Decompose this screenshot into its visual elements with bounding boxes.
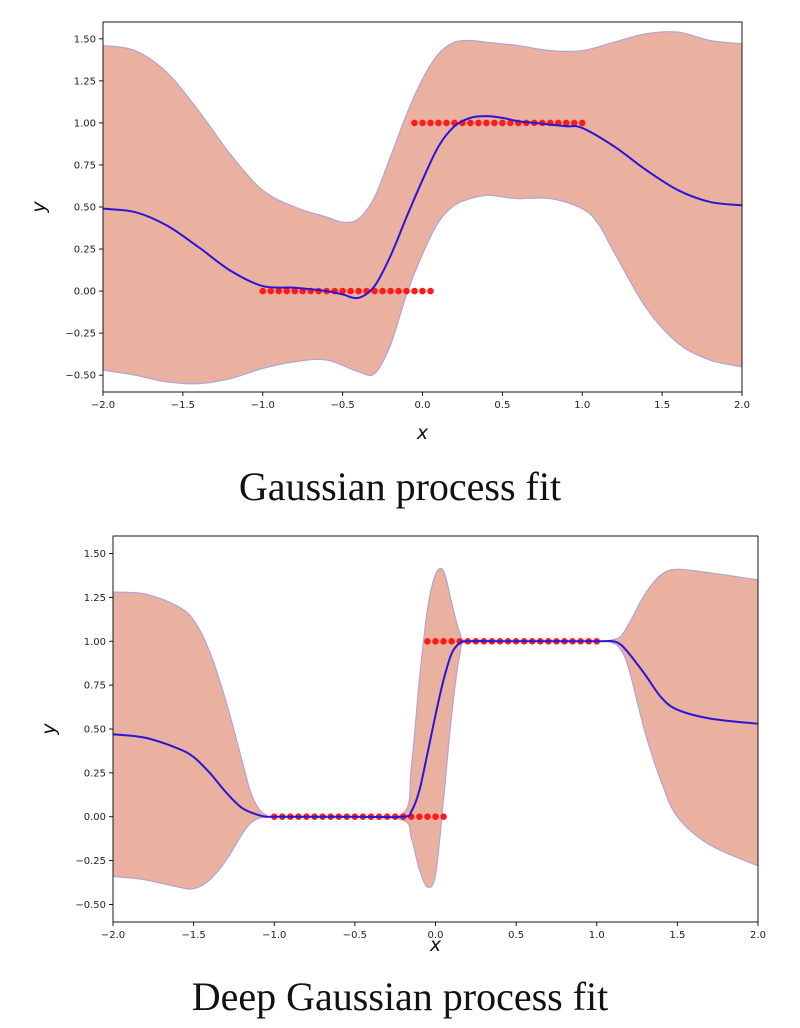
gp-data-point	[427, 119, 434, 127]
dgp-x-tick-label: −1.0	[262, 930, 286, 941]
gp-data-point	[267, 287, 275, 295]
gp-y-axis-label: y	[28, 201, 50, 214]
dgp-x-tick-label: 0.5	[508, 930, 524, 941]
dgp-y-tick-label: 0.50	[84, 725, 106, 736]
gp-data-point	[403, 287, 410, 295]
dgp-data-point	[424, 637, 431, 645]
gp-y-tick-label: 1.00	[74, 118, 96, 129]
dgp-x-tick-label: −2.0	[101, 930, 125, 941]
dgp-band-upper-edge	[113, 567, 758, 819]
gp-x-tick-label: 1.5	[654, 400, 670, 411]
dgp-y-tick-label: 0.00	[84, 812, 106, 823]
gp-data-point	[475, 119, 482, 127]
gp-x-tick-label: −2.0	[91, 400, 115, 411]
gp-band-upper-edge	[103, 31, 742, 223]
gp-data-point	[347, 287, 354, 295]
gp-y-tick-label: 1.50	[74, 34, 96, 45]
gp-data-point	[387, 287, 394, 295]
gp-y-tick-label: 0.25	[74, 245, 96, 256]
gp-band-lower-edge	[103, 194, 742, 385]
dgp-y-tick-label: 1.50	[84, 549, 106, 560]
dgp-y-tick-label: 0.25	[84, 768, 106, 779]
dgp-data-point	[448, 637, 455, 645]
gp-data-point	[379, 287, 386, 295]
dgp-data-point	[432, 813, 439, 821]
dgp-y-tick-label: −0.50	[75, 900, 106, 911]
dgp-x-tick-label: 1.5	[669, 930, 685, 941]
gp-data-point	[443, 119, 450, 127]
dgp-x-tick-label: 2.0	[750, 930, 766, 941]
gp-x-tick-label: 1.0	[574, 400, 590, 411]
dgp-y-tick-label: 1.25	[84, 593, 106, 604]
dgp-x-tick-label: 0.0	[428, 930, 444, 941]
dgp-mean-line	[113, 640, 758, 819]
gp-y-tick-label: 0.50	[74, 203, 96, 214]
gp-fit-caption: Gaussian process fit	[238, 464, 562, 509]
gp-data-point	[507, 119, 514, 127]
gp-x-tick-label: 0.0	[415, 400, 431, 411]
gp-data-point	[419, 119, 426, 127]
gp-mean-line	[103, 115, 742, 300]
gp-plot-area	[103, 31, 742, 385]
dgp-y-tick-label: 1.00	[84, 637, 106, 648]
dgp-x-axis-label: x	[429, 934, 442, 956]
dgp-data-point	[416, 813, 423, 821]
gp-data-point	[411, 287, 418, 295]
dgp-x-tick-label: −1.5	[181, 930, 205, 941]
gp-data-point	[283, 287, 291, 295]
gp-fit-panel: −2.0 −1.5 −1.0 −0.5 0.0 0.5 1.0 1.5 2.0 −0.50 −0.2…	[28, 21, 750, 509]
dgp-y-axis-label: y	[38, 723, 60, 736]
gp-y-tick-label: 0.75	[74, 160, 96, 171]
gp-data-point	[259, 287, 267, 295]
gp-data-point	[275, 287, 283, 295]
dgp-x-tick-label: 1.0	[589, 930, 605, 941]
gp-y-tick-label: −0.50	[65, 371, 96, 382]
gp-y-tick-label: 1.25	[74, 76, 96, 87]
gp-data-point	[491, 119, 498, 127]
gp-x-axis-label: x	[416, 422, 429, 444]
dgp-fit-chart: −2.0 −1.5 −1.0 −0.5 0.0 0.5 1.0 1.5 2.0 −0.50 −0.2…	[38, 535, 766, 956]
gp-data-point	[291, 287, 299, 295]
gp-x-tick-label: −1.5	[171, 400, 195, 411]
gp-x-tick-label: 2.0	[734, 400, 750, 411]
gp-data-point	[562, 119, 570, 127]
dgp-data-point	[424, 813, 431, 821]
dgp-band-lower-edge	[113, 639, 758, 890]
gp-data-point	[419, 287, 426, 295]
gp-data-point	[435, 119, 442, 127]
gp-y-tick-label: −0.25	[65, 329, 96, 340]
dgp-plot-area	[113, 567, 758, 890]
dgp-data-point	[440, 813, 447, 821]
gp-data-point	[499, 119, 506, 127]
dgp-x-tick-label: −0.5	[343, 930, 367, 941]
gp-fit-chart: −2.0 −1.5 −1.0 −0.5 0.0 0.5 1.0 1.5 2.0 −0.50 −0.2…	[28, 21, 750, 444]
gp-x-tick-label: −1.0	[251, 400, 275, 411]
gp-data-point	[395, 287, 402, 295]
gp-data-point	[411, 119, 418, 127]
dgp-confidence-band	[113, 568, 758, 890]
gp-data-point	[578, 119, 586, 127]
dgp-fit-caption: Deep Gaussian process fit	[191, 974, 609, 1019]
gp-y-tick-label: 0.00	[74, 287, 96, 298]
gp-data-point	[355, 287, 362, 295]
dgp-data-point	[456, 637, 463, 645]
gp-data-point	[427, 287, 434, 295]
gp-data-point	[483, 119, 490, 127]
dgp-y-tick-label: −0.25	[75, 856, 106, 867]
gp-confidence-band	[103, 31, 742, 384]
gp-x-tick-label: 0.5	[494, 400, 510, 411]
dgp-data-point	[440, 637, 447, 645]
gp-data-point	[467, 119, 474, 127]
dgp-fit-panel: −2.0 −1.5 −1.0 −0.5 0.0 0.5 1.0 1.5 2.0 −0.50 −0.2…	[0, 514, 800, 1028]
dgp-y-tick-label: 0.75	[84, 681, 106, 692]
gp-x-tick-label: −0.5	[330, 400, 354, 411]
dgp-data-point	[432, 637, 439, 645]
gp-data-point	[570, 119, 578, 127]
gp-data-point	[339, 287, 346, 295]
